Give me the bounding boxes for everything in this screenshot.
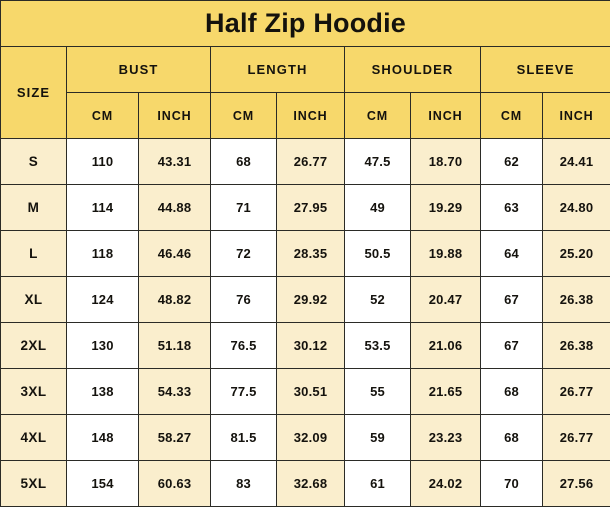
column-header-sleeve: SLEEVE	[481, 47, 610, 93]
cell-bust-inch: 48.82	[139, 277, 211, 323]
cell-sleeve-inch: 26.38	[543, 323, 610, 369]
cell-bust-cm: 138	[67, 369, 139, 415]
cell-shoulder-inch: 21.06	[411, 323, 481, 369]
cell-shoulder-cm: 61	[345, 461, 411, 507]
page-title: Half Zip Hoodie	[1, 1, 610, 47]
cell-length-inch: 32.09	[277, 415, 345, 461]
cell-bust-inch: 51.18	[139, 323, 211, 369]
cell-size: 5XL	[1, 461, 67, 507]
cell-length-cm: 83	[211, 461, 277, 507]
unit-header-shoulder-cm: CM	[345, 93, 411, 139]
title-row: Half Zip Hoodie	[1, 1, 610, 47]
cell-length-inch: 32.68	[277, 461, 345, 507]
cell-bust-cm: 154	[67, 461, 139, 507]
cell-length-inch: 29.92	[277, 277, 345, 323]
cell-shoulder-cm: 47.5	[345, 139, 411, 185]
cell-sleeve-inch: 26.38	[543, 277, 610, 323]
table-row: 3XL 138 54.33 77.5 30.51 55 21.65 68 26.…	[1, 369, 610, 415]
cell-shoulder-inch: 23.23	[411, 415, 481, 461]
cell-length-inch: 30.12	[277, 323, 345, 369]
cell-shoulder-cm: 52	[345, 277, 411, 323]
table-row: L 118 46.46 72 28.35 50.5 19.88 64 25.20	[1, 231, 610, 277]
unit-header-bust-inch: INCH	[139, 93, 211, 139]
unit-header-sleeve-cm: CM	[481, 93, 543, 139]
group-header-row: SIZE BUST LENGTH SHOULDER SLEEVE	[1, 47, 610, 93]
cell-size: 3XL	[1, 369, 67, 415]
cell-sleeve-cm: 68	[481, 369, 543, 415]
cell-length-cm: 76	[211, 277, 277, 323]
cell-length-cm: 68	[211, 139, 277, 185]
cell-sleeve-inch: 26.77	[543, 415, 610, 461]
cell-sleeve-cm: 64	[481, 231, 543, 277]
cell-shoulder-cm: 50.5	[345, 231, 411, 277]
cell-sleeve-inch: 24.41	[543, 139, 610, 185]
column-header-size: SIZE	[1, 47, 67, 139]
cell-sleeve-inch: 25.20	[543, 231, 610, 277]
cell-bust-cm: 130	[67, 323, 139, 369]
cell-size: 4XL	[1, 415, 67, 461]
cell-bust-cm: 114	[67, 185, 139, 231]
cell-sleeve-cm: 67	[481, 323, 543, 369]
column-header-length: LENGTH	[211, 47, 345, 93]
cell-length-inch: 30.51	[277, 369, 345, 415]
cell-bust-inch: 60.63	[139, 461, 211, 507]
cell-bust-cm: 124	[67, 277, 139, 323]
cell-bust-inch: 58.27	[139, 415, 211, 461]
table-row: 4XL 148 58.27 81.5 32.09 59 23.23 68 26.…	[1, 415, 610, 461]
cell-bust-inch: 44.88	[139, 185, 211, 231]
unit-header-shoulder-inch: INCH	[411, 93, 481, 139]
cell-length-inch: 28.35	[277, 231, 345, 277]
cell-bust-inch: 43.31	[139, 139, 211, 185]
cell-shoulder-inch: 20.47	[411, 277, 481, 323]
cell-length-inch: 27.95	[277, 185, 345, 231]
cell-shoulder-cm: 55	[345, 369, 411, 415]
cell-sleeve-inch: 26.77	[543, 369, 610, 415]
cell-sleeve-inch: 24.80	[543, 185, 610, 231]
cell-length-cm: 77.5	[211, 369, 277, 415]
table-row: XL 124 48.82 76 29.92 52 20.47 67 26.38	[1, 277, 610, 323]
unit-header-bust-cm: CM	[67, 93, 139, 139]
cell-shoulder-inch: 24.02	[411, 461, 481, 507]
cell-shoulder-inch: 21.65	[411, 369, 481, 415]
cell-bust-cm: 118	[67, 231, 139, 277]
cell-sleeve-cm: 63	[481, 185, 543, 231]
cell-bust-inch: 54.33	[139, 369, 211, 415]
table-row: S 110 43.31 68 26.77 47.5 18.70 62 24.41	[1, 139, 610, 185]
cell-size: S	[1, 139, 67, 185]
cell-bust-inch: 46.46	[139, 231, 211, 277]
unit-header-row: CM INCH CM INCH CM INCH CM INCH	[1, 93, 610, 139]
cell-sleeve-cm: 67	[481, 277, 543, 323]
unit-header-length-inch: INCH	[277, 93, 345, 139]
table-row: M 114 44.88 71 27.95 49 19.29 63 24.80	[1, 185, 610, 231]
cell-shoulder-cm: 49	[345, 185, 411, 231]
cell-sleeve-inch: 27.56	[543, 461, 610, 507]
cell-sleeve-cm: 68	[481, 415, 543, 461]
cell-bust-cm: 110	[67, 139, 139, 185]
cell-shoulder-cm: 53.5	[345, 323, 411, 369]
cell-shoulder-inch: 19.88	[411, 231, 481, 277]
column-header-shoulder: SHOULDER	[345, 47, 481, 93]
cell-length-inch: 26.77	[277, 139, 345, 185]
cell-length-cm: 72	[211, 231, 277, 277]
cell-sleeve-cm: 62	[481, 139, 543, 185]
cell-shoulder-cm: 59	[345, 415, 411, 461]
table-row: 2XL 130 51.18 76.5 30.12 53.5 21.06 67 2…	[1, 323, 610, 369]
cell-bust-cm: 148	[67, 415, 139, 461]
cell-sleeve-cm: 70	[481, 461, 543, 507]
unit-header-length-cm: CM	[211, 93, 277, 139]
cell-size: XL	[1, 277, 67, 323]
cell-size: 2XL	[1, 323, 67, 369]
cell-shoulder-inch: 19.29	[411, 185, 481, 231]
cell-length-cm: 81.5	[211, 415, 277, 461]
unit-header-sleeve-inch: INCH	[543, 93, 610, 139]
cell-length-cm: 76.5	[211, 323, 277, 369]
table-row: 5XL 154 60.63 83 32.68 61 24.02 70 27.56	[1, 461, 610, 507]
cell-size: M	[1, 185, 67, 231]
column-header-bust: BUST	[67, 47, 211, 93]
cell-length-cm: 71	[211, 185, 277, 231]
cell-size: L	[1, 231, 67, 277]
cell-shoulder-inch: 18.70	[411, 139, 481, 185]
